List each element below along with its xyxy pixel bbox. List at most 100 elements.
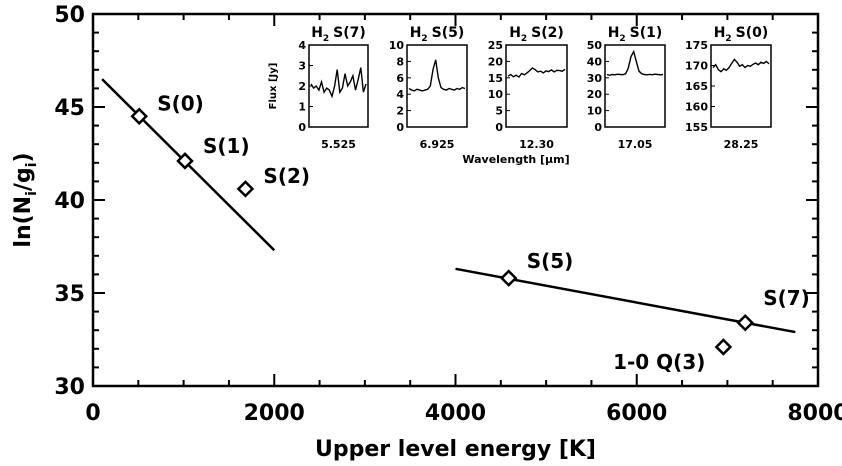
- x-axis-title: Upper level energy [K]: [315, 437, 596, 462]
- inset-y-tick-label: 5: [495, 105, 503, 118]
- x-tick-label: 8000: [787, 401, 842, 426]
- inset-y-tick-label: 4: [298, 39, 306, 52]
- inset-y-tick-label: 4: [396, 88, 404, 101]
- inset-y-tick-label: 10: [389, 39, 405, 52]
- spectrum-line: [310, 67, 367, 99]
- inset-title: H2 S(5): [410, 25, 465, 44]
- inset-center-label: 5.525: [321, 138, 356, 151]
- inset-title-molecule: H: [311, 25, 323, 41]
- inset-y-tick-label: 2: [298, 80, 306, 93]
- data-point-diamond: [176, 152, 194, 170]
- inset-y-tick-label: 25: [488, 39, 503, 52]
- inset-title-line: S(1): [630, 25, 663, 41]
- inset-y-tick-label: 30: [587, 72, 603, 85]
- inset-title-sub: 2: [421, 34, 427, 44]
- inset-y-tick-label: 0: [495, 121, 503, 134]
- spectrum-line: [606, 49, 664, 77]
- inset-title-line: S(0): [736, 25, 769, 41]
- data-point-diamond: [236, 180, 255, 198]
- y-title-sub: i: [24, 191, 40, 196]
- inset-frame: [710, 44, 772, 128]
- point-label: S(5): [527, 249, 574, 273]
- data-point-diamond: [714, 338, 733, 356]
- y-tick-label: 30: [54, 375, 85, 400]
- inset-center-label: 28.25: [724, 138, 759, 151]
- spectrum-line: [408, 59, 466, 92]
- inset-title-molecule: H: [410, 25, 422, 41]
- point-label: S(0): [157, 91, 204, 115]
- inset-title: H2 S(7): [311, 25, 366, 44]
- data-point-diamond: [130, 107, 148, 126]
- inset-title-line: S(5): [432, 25, 465, 41]
- inset-y-tick-label: 0: [396, 121, 404, 134]
- inset-y-tick-label: 20: [587, 88, 603, 101]
- inset-title-sub: 2: [323, 34, 329, 44]
- inset-y-tick-label: 0: [594, 121, 602, 134]
- plot-frame: [91, 12, 820, 388]
- spectrum-inset: 0 5 10 15 20 25 H2 S(2) 12.30: [488, 25, 568, 151]
- inset-y-tick-label: 40: [587, 55, 603, 68]
- inset-title-line: S(2): [531, 25, 564, 41]
- inset-title-molecule: H: [608, 25, 620, 41]
- inset-title: H2 S(2): [509, 25, 564, 44]
- inset-center-label: 12.30: [519, 138, 554, 151]
- spectrum-inset: 155 160 165 170 175 H2 S(0) 28.25: [685, 25, 772, 151]
- inset-title-molecule: H: [509, 25, 521, 41]
- inset-frame: [406, 44, 468, 128]
- inset-y-axis-title: Flux [Jy]: [268, 63, 279, 110]
- inset-y-tick-label: 0: [298, 121, 306, 134]
- inset-y-tick-label: 165: [685, 80, 708, 93]
- spectrum-line: [507, 67, 566, 79]
- y-title-main: ln(N: [11, 196, 36, 248]
- point-label: 1-0 Q(3): [613, 350, 705, 374]
- data-point-diamond: [736, 313, 754, 332]
- inset-frame: [505, 44, 568, 128]
- point-label: S(1): [203, 134, 250, 158]
- inset-y-tick-label: 6: [396, 72, 404, 85]
- inset-title: H2 S(0): [714, 25, 769, 44]
- inset-y-tick-label: 160: [685, 101, 708, 114]
- inset-y-tick-label: 155: [685, 121, 708, 134]
- inset-x-axis-title: Wavelength [μm]: [462, 153, 569, 166]
- x-tick-label: 6000: [606, 401, 667, 426]
- inset-title-sub: 2: [619, 34, 625, 44]
- spectrum-inset: 0 10 20 30 40 50 H2 S(1) 17.05: [587, 25, 666, 151]
- y-title-mid: /g: [11, 167, 36, 191]
- inset-y-tick-label: 10: [587, 105, 603, 118]
- inset-title-sub: 2: [521, 34, 527, 44]
- inset-frame: [604, 44, 666, 128]
- inset-y-tick-label: 10: [488, 88, 504, 101]
- inset-y-tick-label: 3: [298, 60, 306, 73]
- inset-title-line: S(7): [333, 25, 366, 41]
- y-title-sub: i: [24, 162, 40, 167]
- point-label: S(7): [763, 286, 810, 310]
- y-title-end: ): [11, 152, 36, 162]
- y-axis-title: ln(Ni/gi): [11, 152, 40, 247]
- data-point-diamond: [499, 269, 518, 287]
- y-tick-label: 40: [54, 189, 85, 214]
- inset-title-sub: 2: [725, 34, 731, 44]
- inset-y-tick-label: 50: [587, 39, 603, 52]
- inset-y-tick-label: 15: [488, 72, 503, 85]
- inset-center-label: 6.925: [420, 138, 455, 151]
- y-tick-label: 35: [54, 282, 85, 307]
- x-tick-label: 2000: [244, 401, 305, 426]
- inset-y-tick-label: 1: [298, 101, 306, 114]
- x-tick-label: 4000: [425, 401, 486, 426]
- inset-y-tick-label: 170: [685, 60, 708, 73]
- spectrum-line: [712, 58, 770, 73]
- inset-y-tick-label: 8: [396, 55, 404, 68]
- inset-title-molecule: H: [714, 25, 726, 41]
- inset-title: H2 S(1): [608, 25, 663, 44]
- x-tick-label: 0: [85, 401, 100, 426]
- inset-center-label: 17.05: [618, 138, 653, 151]
- inset-y-tick-label: 175: [685, 39, 708, 52]
- y-tick-label: 45: [54, 96, 85, 121]
- inset-y-tick-label: 20: [488, 55, 504, 68]
- point-label: S(2): [263, 164, 310, 188]
- inset-y-tick-label: 2: [396, 105, 404, 118]
